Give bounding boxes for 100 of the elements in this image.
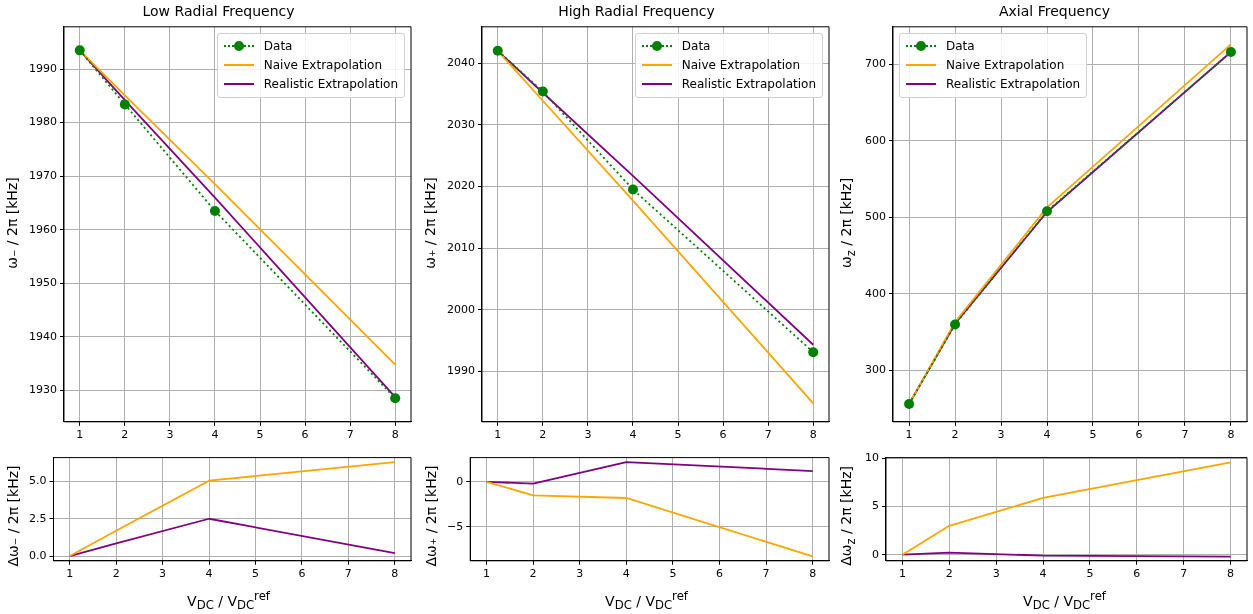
x-tick-label: 4 — [1043, 428, 1051, 442]
y-tick-label: 1990 — [28, 61, 57, 75]
x-tick-label: 5 — [256, 428, 264, 442]
y-tick-label: 0 — [456, 474, 464, 488]
x-tick-label: 4 — [1039, 567, 1047, 581]
y-tick-label: 1980 — [28, 115, 57, 129]
y-tick-label: 600 — [865, 133, 886, 147]
legend-label: Naive Extrapolation — [945, 58, 1065, 73]
legend-label: Realistic Extrapolation — [263, 77, 398, 92]
y-tick-label: 2030 — [446, 117, 475, 131]
x-tick-label: 6 — [719, 428, 727, 442]
x-tick-label: 8 — [391, 428, 399, 442]
y-tick-label: 1950 — [28, 276, 57, 290]
x-tick-label: 7 — [762, 567, 770, 581]
point — [627, 184, 638, 195]
x-tick-label: 1 — [76, 428, 84, 442]
y-tick-label: 0.0 — [28, 548, 47, 562]
legend-label: Data — [263, 39, 293, 54]
x-tick-label: 8 — [809, 567, 817, 581]
x-tick-label: 3 — [159, 567, 167, 581]
y-axis-title: Δω₋ / 2π [kHz] — [4, 465, 21, 567]
y-tick-label: 0 — [872, 547, 879, 561]
point — [808, 347, 819, 358]
x-tick-label: 2 — [529, 567, 537, 581]
x-tick-label: 2 — [112, 567, 120, 581]
point — [492, 45, 503, 56]
x-tick-label: 6 — [1135, 428, 1143, 442]
y-tick-label: 1970 — [28, 168, 57, 182]
x-tick-label: 8 — [391, 567, 399, 581]
x-tick-label: 1 — [483, 567, 491, 581]
y-tick-label: 1940 — [28, 329, 57, 343]
x-tick-label: 3 — [166, 428, 174, 442]
y-tick-label: 5 — [872, 499, 879, 513]
y-tick-label: 1960 — [28, 222, 57, 236]
x-tick-label: 7 — [764, 428, 772, 442]
point — [950, 319, 961, 330]
x-tick-label: 5 — [669, 567, 677, 581]
x-tick-label: 2 — [539, 428, 547, 442]
x-tick-label: 7 — [346, 428, 354, 442]
point — [390, 393, 401, 404]
x-tick-label: 6 — [1133, 567, 1141, 581]
chart-title: Axial Frequency — [999, 3, 1110, 20]
x-tick-label: 5 — [251, 567, 259, 581]
x-tick-label: 5 — [1089, 428, 1097, 442]
y-tick-label: 1930 — [28, 383, 57, 397]
point — [904, 399, 915, 410]
y-tick-label: 2020 — [446, 179, 475, 193]
legend-label: Naive Extrapolation — [681, 58, 801, 73]
x-tick-label: 3 — [584, 428, 592, 442]
x-tick-label: 7 — [1181, 428, 1189, 442]
x-tick-label: 1 — [898, 567, 906, 581]
chart-title: Low Radial Frequency — [142, 3, 295, 20]
x-tick-label: 3 — [576, 567, 584, 581]
y-tick-label: 700 — [865, 57, 886, 71]
x-tick-label: 3 — [997, 428, 1005, 442]
y-tick-label: 400 — [865, 286, 886, 300]
y-tick-label: 300 — [865, 363, 886, 377]
y-tick-label: 2010 — [446, 240, 475, 254]
y-tick-label: −5 — [447, 519, 464, 533]
y-tick-label: 2000 — [446, 302, 475, 316]
x-tick-label: 2 — [951, 428, 959, 442]
y-tick-label: 2040 — [446, 56, 475, 70]
x-tick-label: 1 — [905, 428, 913, 442]
y-axis-title: ω₊ / 2π [kHz] — [422, 176, 438, 269]
x-tick-label: 7 — [1180, 567, 1188, 581]
x-tick-label: 2 — [121, 428, 129, 442]
x-tick-label: 4 — [629, 428, 637, 442]
point — [74, 45, 85, 56]
x-tick-label: 1 — [66, 567, 74, 581]
x-tick-label: 2 — [945, 567, 953, 581]
x-tick-label: 1 — [494, 428, 502, 442]
x-tick-label: 4 — [205, 567, 213, 581]
x-tick-label: 5 — [674, 428, 682, 442]
y-tick-label: 2.5 — [28, 511, 47, 525]
chart-title: High Radial Frequency — [558, 3, 715, 20]
legend-label: Realistic Extrapolation — [681, 77, 816, 92]
legend-label: Realistic Extrapolation — [945, 77, 1081, 92]
y-axis-title: Δω₊ / 2π [kHz] — [422, 465, 439, 567]
point — [209, 205, 220, 216]
y-tick-label: 500 — [865, 210, 886, 224]
y-axis-title: ω₋ / 2π [kHz] — [4, 176, 20, 269]
x-tick-label: 5 — [1086, 567, 1094, 581]
x-tick-label: 4 — [622, 567, 630, 581]
y-tick-label: 10 — [865, 451, 879, 465]
x-tick-label: 6 — [298, 567, 306, 581]
legend-label: Naive Extrapolation — [263, 58, 383, 73]
point — [1225, 47, 1236, 58]
x-tick-label: 4 — [211, 428, 219, 442]
x-tick-label: 8 — [809, 428, 817, 442]
x-tick-label: 6 — [301, 428, 309, 442]
y-tick-label: 5.0 — [28, 474, 47, 488]
x-tick-label: 8 — [1227, 567, 1235, 581]
x-tick-label: 6 — [716, 567, 723, 581]
legend-label: Data — [945, 39, 975, 54]
x-tick-label: 3 — [992, 567, 1000, 581]
point — [537, 86, 548, 97]
point — [119, 99, 130, 110]
x-tick-label: 7 — [344, 567, 352, 581]
y-tick-label: 1990 — [446, 364, 475, 378]
x-tick-label: 8 — [1227, 428, 1235, 442]
